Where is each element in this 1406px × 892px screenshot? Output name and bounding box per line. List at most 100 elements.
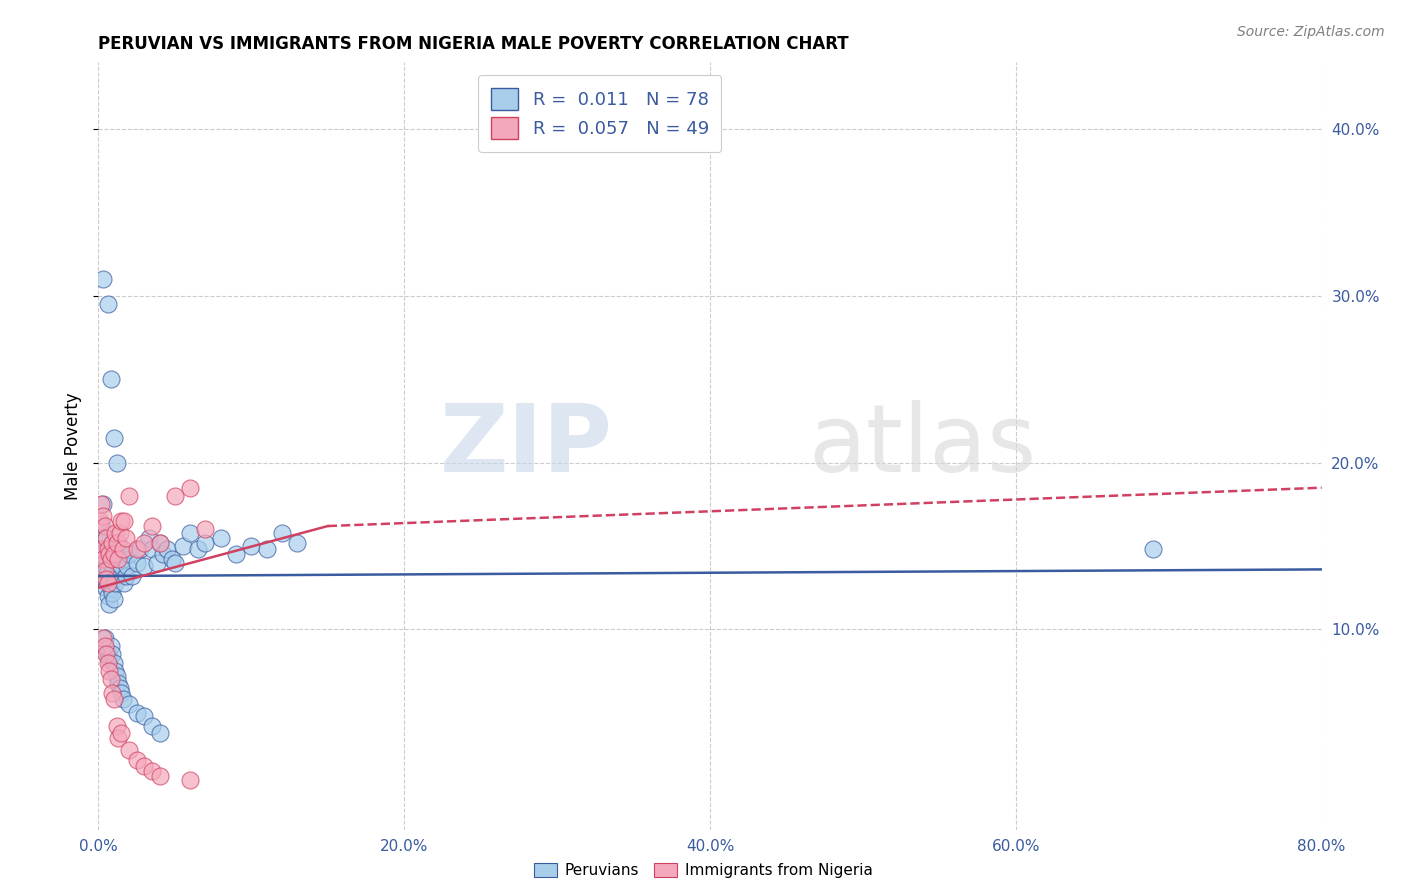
Point: [101, 686, 124, 700]
Point: [94, 531, 117, 545]
Point: [108, 525, 131, 540]
Point: [101, 586, 124, 600]
Point: [97, 648, 120, 662]
Point: [187, 542, 209, 557]
Point: [107, 535, 129, 549]
Point: [111, 552, 134, 566]
Point: [100, 372, 122, 386]
Point: [141, 719, 163, 733]
Point: [117, 559, 139, 574]
Point: [179, 525, 201, 540]
Point: [93, 639, 115, 653]
Point: [108, 681, 131, 695]
Point: [90, 542, 112, 557]
Point: [149, 535, 172, 549]
Point: [89, 531, 111, 545]
Point: [118, 489, 141, 503]
Point: [98, 548, 121, 562]
Point: [149, 535, 172, 549]
Point: [112, 514, 135, 528]
Point: [100, 673, 122, 687]
Point: [179, 481, 201, 495]
Point: [134, 559, 156, 574]
Point: [128, 542, 150, 557]
Point: [163, 556, 186, 570]
Point: [145, 556, 167, 570]
Point: [89, 548, 111, 562]
Point: [125, 706, 148, 720]
Point: [90, 542, 112, 557]
Point: [107, 731, 129, 745]
Point: [93, 564, 115, 578]
Point: [121, 569, 143, 583]
Y-axis label: Male Poverty: Male Poverty: [63, 392, 82, 500]
Point: [270, 525, 292, 540]
Point: [110, 726, 132, 740]
Point: [97, 575, 120, 590]
Point: [134, 759, 156, 773]
Point: [101, 559, 124, 574]
Point: [160, 552, 183, 566]
Point: [104, 525, 127, 540]
Point: [103, 573, 125, 587]
Point: [163, 489, 186, 503]
Point: [141, 542, 163, 557]
Legend: Peruvians, Immigrants from Nigeria: Peruvians, Immigrants from Nigeria: [527, 857, 879, 884]
Point: [91, 509, 114, 524]
Point: [141, 764, 163, 779]
Point: [104, 575, 127, 590]
Point: [149, 726, 172, 740]
Point: [105, 456, 128, 470]
Point: [97, 656, 120, 670]
Point: [104, 664, 127, 678]
Point: [125, 542, 148, 557]
Point: [111, 692, 134, 706]
Point: [97, 589, 120, 603]
Point: [134, 709, 156, 723]
Point: [100, 552, 122, 566]
Point: [256, 542, 278, 557]
Point: [110, 559, 132, 574]
Point: [225, 548, 247, 562]
Point: [125, 752, 148, 766]
Legend: R =  0.011   N = 78, R =  0.057   N = 49: R = 0.011 N = 78, R = 0.057 N = 49: [478, 75, 721, 152]
Point: [115, 569, 138, 583]
Point: [103, 548, 125, 562]
Text: ZIP: ZIP: [439, 400, 612, 492]
Point: [209, 531, 232, 545]
Point: [91, 552, 114, 566]
Point: [89, 556, 111, 570]
Point: [107, 675, 129, 690]
Point: [149, 769, 172, 783]
Point: [110, 514, 132, 528]
Point: [98, 573, 121, 587]
Point: [105, 556, 128, 570]
Point: [93, 519, 115, 533]
Point: [93, 550, 115, 565]
Point: [285, 535, 308, 549]
Point: [107, 552, 129, 566]
Point: [118, 548, 141, 562]
Point: [91, 573, 114, 587]
Point: [112, 575, 135, 590]
Point: [111, 542, 134, 557]
Text: Source: ZipAtlas.com: Source: ZipAtlas.com: [1237, 25, 1385, 39]
Point: [91, 272, 114, 286]
Point: [97, 564, 120, 578]
Point: [98, 664, 121, 678]
Point: [118, 698, 141, 712]
Point: [1142, 542, 1164, 557]
Point: [94, 559, 117, 574]
Point: [101, 535, 124, 549]
Point: [105, 719, 128, 733]
Point: [89, 514, 111, 528]
Point: [90, 517, 112, 532]
Point: [115, 531, 138, 545]
Point: [98, 598, 121, 612]
Point: [101, 648, 124, 662]
Point: [240, 539, 263, 553]
Point: [97, 542, 120, 557]
Point: [179, 772, 201, 787]
Text: PERUVIAN VS IMMIGRANTS FROM NIGERIA MALE POVERTY CORRELATION CHART: PERUVIAN VS IMMIGRANTS FROM NIGERIA MALE…: [98, 35, 849, 53]
Point: [103, 692, 125, 706]
